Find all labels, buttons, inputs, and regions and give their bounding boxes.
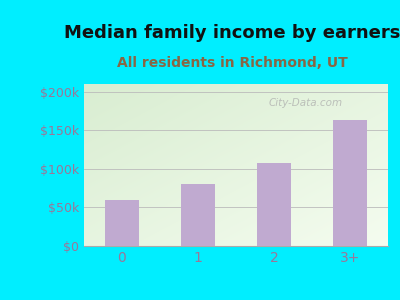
Text: City-Data.com: City-Data.com bbox=[269, 98, 343, 108]
Text: Median family income by earners: Median family income by earners bbox=[64, 24, 400, 42]
Text: All residents in Richmond, UT: All residents in Richmond, UT bbox=[117, 56, 347, 70]
Bar bbox=[333, 120, 367, 246]
Bar bbox=[181, 184, 215, 246]
Bar bbox=[105, 200, 139, 246]
Bar bbox=[257, 163, 291, 246]
